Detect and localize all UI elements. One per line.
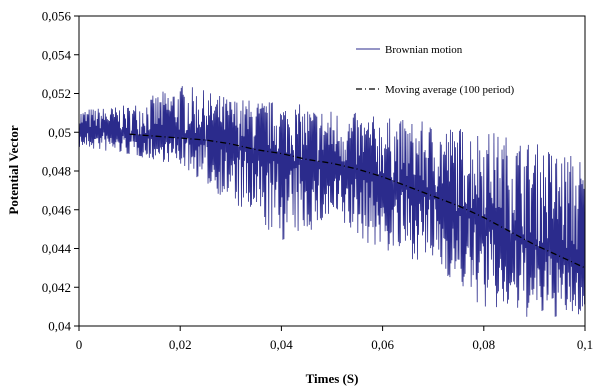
legend-label-brownian-motion: Brownian motion: [385, 44, 463, 56]
x-axis-title: Times (S): [306, 371, 359, 386]
series-moving-average: [129, 133, 586, 269]
y-axis-title: Potential Vector: [6, 125, 21, 214]
x-tick-label: 0,02: [169, 337, 192, 352]
y-tick-label: 0,044: [42, 241, 72, 256]
x-tick-label: 0,1: [577, 337, 593, 352]
x-tick-label: 0: [76, 337, 83, 352]
y-tick-label: 0,05: [48, 125, 71, 140]
legend: Brownian motion Moving average (100 peri…: [356, 44, 515, 96]
y-tick-label: 0,048: [42, 164, 71, 179]
y-tick-label: 0,054: [42, 47, 72, 62]
y-tick-label: 0,052: [42, 86, 71, 101]
x-tick-label: 0,08: [472, 337, 495, 352]
y-tick-label: 0,042: [42, 280, 71, 295]
series-brownian-motion: [78, 86, 586, 317]
axes: 0,04 0,042 0,044 0,046 0,048 0,05 0,052 0,054 0,…: [42, 9, 593, 353]
x-tick-label: 0,06: [371, 337, 394, 352]
legend-label-moving-average: Moving average (100 period): [385, 84, 515, 96]
x-tick-label: 0,04: [270, 337, 293, 352]
y-tick-label: 0,04: [48, 319, 71, 334]
plot-area: [78, 86, 586, 317]
y-tick-label: 0,056: [42, 9, 72, 24]
y-tick-label: 0,046: [42, 202, 72, 217]
